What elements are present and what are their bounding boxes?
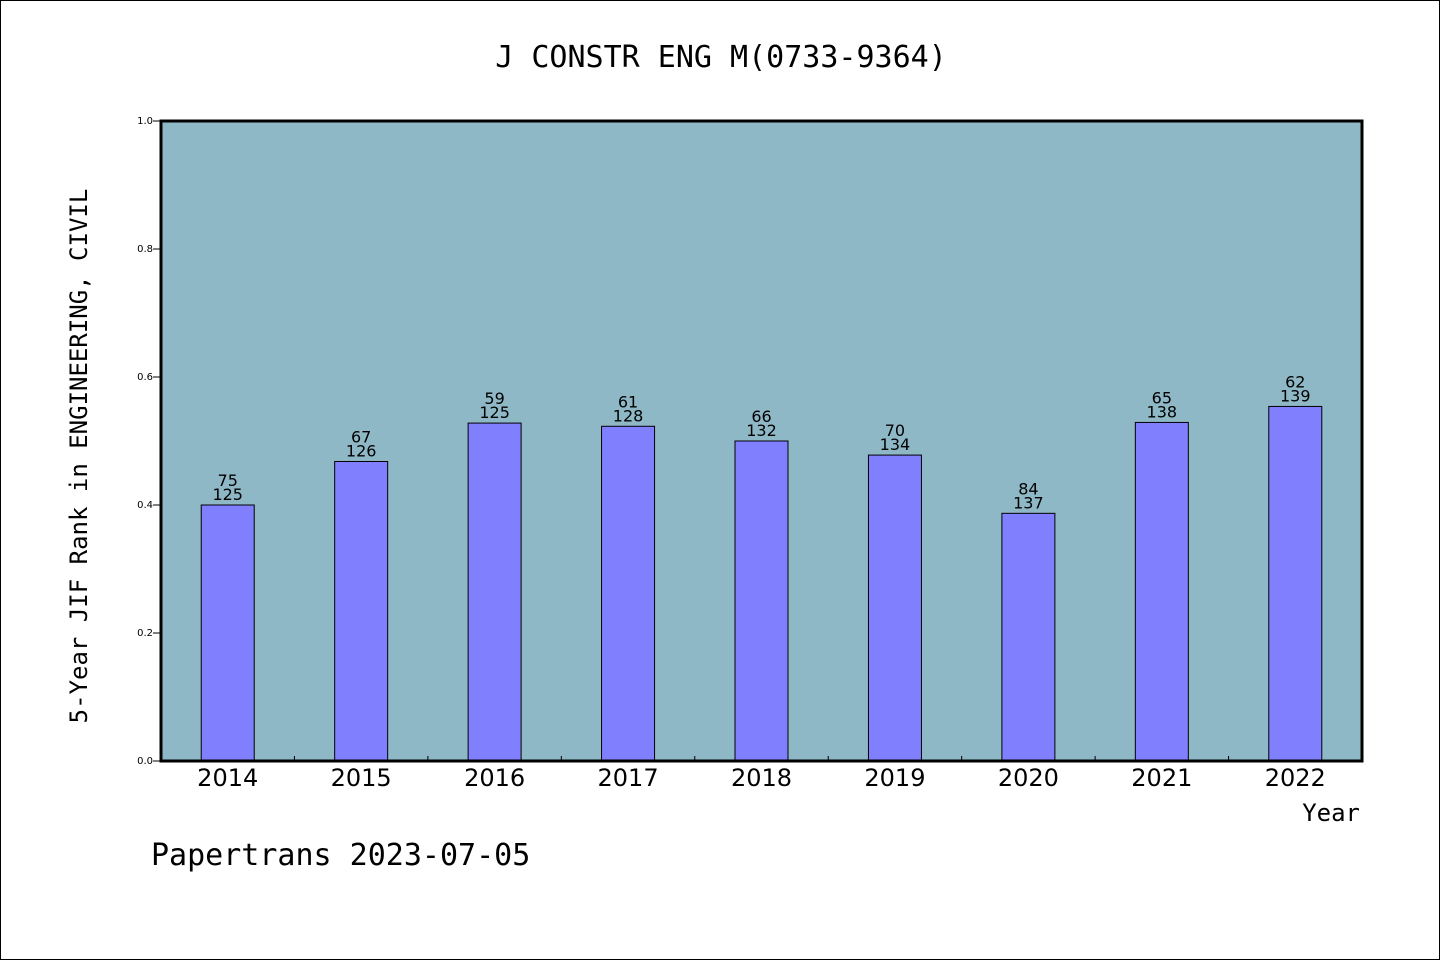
bar bbox=[1001, 512, 1056, 762]
bar bbox=[867, 454, 922, 762]
x-axis-label: Year bbox=[1302, 799, 1360, 827]
axis-ticks: 0.0 0.2 0.4 0.6 0.8 1.0 2014 2015 2016 2017 2018 20… bbox=[137, 116, 1326, 792]
bar-rank-label: 75 bbox=[218, 471, 238, 490]
bar-total-label: 126 bbox=[346, 441, 377, 460]
bar-total-label: 125 bbox=[479, 403, 510, 422]
bar-rank-label: 67 bbox=[351, 427, 371, 446]
y-tick-label: 0.4 bbox=[137, 500, 153, 511]
bar bbox=[601, 425, 656, 762]
plot-border bbox=[159, 119, 1364, 763]
bar bbox=[1134, 421, 1189, 762]
footer-stamp: Papertrans 2023-07-05 bbox=[151, 838, 530, 873]
bar-rank-label: 59 bbox=[484, 389, 504, 408]
bar bbox=[200, 504, 255, 762]
bar-total-label: 128 bbox=[613, 406, 644, 425]
y-tick-label: 0.2 bbox=[137, 628, 153, 639]
bar bbox=[734, 440, 789, 762]
bar bbox=[334, 460, 389, 762]
bar-rank-label: 61 bbox=[618, 392, 638, 411]
x-tick-label: 2018 bbox=[731, 764, 792, 792]
x-tick-label: 2015 bbox=[331, 764, 392, 792]
bar-rank-label: 66 bbox=[751, 407, 771, 426]
x-tick-label: 2014 bbox=[197, 764, 258, 792]
x-tick-label: 2022 bbox=[1265, 764, 1326, 792]
x-tick-label: 2021 bbox=[1131, 764, 1192, 792]
y-tick-label: 0.6 bbox=[137, 372, 153, 383]
y-tick-label: 0.8 bbox=[137, 244, 153, 255]
bar-rank-label: 84 bbox=[1018, 479, 1038, 498]
x-tick-label: 2016 bbox=[464, 764, 525, 792]
bar-total-label: 132 bbox=[746, 421, 777, 440]
bar bbox=[1268, 405, 1323, 762]
bar-total-label: 137 bbox=[1013, 493, 1044, 512]
x-tick-label: 2017 bbox=[598, 764, 659, 792]
y-tick-label: 0.0 bbox=[137, 756, 153, 767]
bar-rank-label: 70 bbox=[885, 421, 905, 440]
bar-total-label: 125 bbox=[212, 485, 243, 504]
x-tick-label: 2020 bbox=[998, 764, 1059, 792]
bar-rank-label: 65 bbox=[1152, 388, 1172, 407]
bar-rank-label: 62 bbox=[1285, 372, 1305, 391]
x-tick-label: 2019 bbox=[864, 764, 925, 792]
bar-total-label: 139 bbox=[1280, 386, 1311, 405]
bar-total-label: 138 bbox=[1147, 402, 1178, 421]
y-tick-label: 1.0 bbox=[137, 116, 153, 127]
y-axis-label: 5-Year JIF Rank in ENGINEERING, CIVIL bbox=[65, 189, 93, 724]
bar bbox=[467, 422, 522, 762]
bar-total-label: 134 bbox=[880, 435, 911, 454]
chart-title: J CONSTR ENG M(0733-9364) bbox=[495, 40, 947, 75]
